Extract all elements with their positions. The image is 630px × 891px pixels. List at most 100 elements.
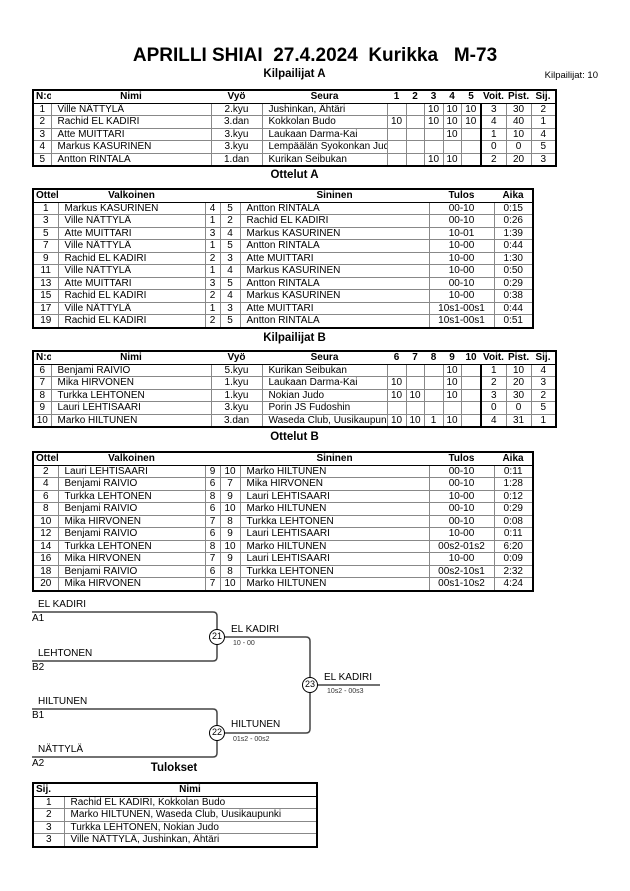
bracket-entry-seed: A1 [32,613,45,624]
column-header: Aika [494,452,533,466]
match-number: 22 [211,727,222,737]
competitor-count: Kilpailijat: 10 [544,70,598,81]
matches-b-title: Ottelut B [270,431,319,443]
match-score: 01s2 - 00s2 [233,736,270,743]
match-winner: HILTUNEN [231,719,281,730]
pool-a-title: Kilpailijat A [263,68,326,80]
table-cell: 0:51 [493,314,534,328]
table-row: 18 Benjami RAIVIO 6 8 Turkka LEHTONEN 00s2-10… [32,564,534,578]
column-header [220,189,240,203]
table-row: 14 Turkka LEHTONEN 8 10 Marko HILTUNEN 00s2-0… [32,539,534,553]
column-header: 8 [424,351,443,365]
table-cell: 4:24 [493,577,534,591]
column-header: Nimi [51,351,211,365]
column-header [220,452,240,466]
header-row: N:oNimiVyöSeura678910Voit.Pist.Sij. [33,351,556,365]
bracket-entry-name: HILTUNEN [38,696,88,707]
table-row: 17 Ville NÄTTYLÄ 1 3 Atte MUITTARI 10s1-00s1 0… [32,301,534,315]
match-23-circle [302,677,318,693]
table-row: 10 Mika HIRVONEN 7 8 Turkka LEHTONEN 00-10 0:0… [32,514,534,528]
table-row: 13 Atte MUITTARI 3 5 Antton RINTALA 00-10 0:29 [32,276,534,290]
column-header: Vyö [211,351,262,365]
column-header: 6 [387,351,406,365]
pool-b-table: N:oNimiVyöSeura678910Voit.Pist.Sij.6Benj… [32,350,557,428]
bracket-entry-seed: B2 [32,662,45,673]
match-score: 10 - 00 [233,640,255,647]
table-row: 7 Mika HIRVONEN 1.kyu Laukaan Darma-Kai 10 10… [32,376,557,390]
column-header: Sij. [33,783,64,797]
table-row: 5 Atte MUITTARI 3 4 Markus KASURINEN 10-01 1:3… [32,226,534,240]
column-header: Tulos [429,452,494,466]
final-score: 10s2 - 00s3 [327,688,364,695]
column-header: Vyö [211,90,262,104]
column-header [205,452,220,466]
column-header: 1 [387,90,406,104]
match-number: 21 [211,631,222,641]
table-cell: Kurikan Seibukan [261,152,388,167]
table-row: 3 Ville NÄTTYLÄ, Jushinkan, Ähtäri [32,833,318,847]
column-header: N:o [33,90,51,104]
table-cell: 31 [505,413,532,428]
column-header: Sij. [531,90,556,104]
column-header: 2 [406,90,424,104]
match-number: 23 [304,679,315,689]
results-table: Sij. Nimi 1 Rachid EL KADIRI, Kokkolan Budo… [32,782,318,848]
column-header: 4 [443,90,461,104]
column-header: Valkoinen [58,189,205,203]
matches-a-title: Ottelut A [270,169,319,181]
table-row: 19 Rachid EL KADIRI 2 5 Antton RINTALA 10s1-0… [32,314,534,328]
table-cell: 5 [32,152,52,167]
table-cell: 0:44 [493,239,534,253]
final-winner: EL KADIRI [324,672,372,683]
column-header: Valkoinen [58,452,205,466]
page-title: APRILLI SHIAI 27.4.2024 Kurikka M-73 [132,45,498,66]
header-row: N:oNimiVyöSeura12345Voit.Pist.Sij. [33,90,556,104]
match-winner: EL KADIRI [231,624,279,635]
table-cell: 1 [530,413,557,428]
column-header: Aika [494,189,533,203]
column-header: Ottelu [33,189,58,203]
header-row: Sij. Nimi [33,783,317,797]
table-cell: 2 [480,152,507,167]
table-row: 10 Marko HILTUNEN 3.dan Waseda Club, Uusika… [32,413,557,428]
table-row: 4 Markus KASURINEN 3.kyu Lempäälän Syokonka… [32,140,557,154]
table-cell: Marko HILTUNEN [50,413,212,428]
results-title: Tulokset [150,762,198,774]
column-header: Sininen [240,189,429,203]
table-row: 6 Benjami RAIVIO 5.kyu Kurikan Seibukan 10 1 1… [32,363,557,377]
column-header: 7 [406,351,424,365]
table-cell: 10 [442,152,462,167]
table-cell: Waseda Club, Uusikaupunki [261,413,388,428]
table-cell: 10s1-00s1 [428,314,495,328]
bracket-entry-seed: A2 [32,758,45,769]
pool-b-title: Kilpailijat B [263,332,326,344]
table-row: 11 Ville NÄTTYLÄ 1 4 Markus KASURINEN 10-00 0:… [32,264,534,278]
table-cell: 4 [480,413,507,428]
bracket-entry-name: LEHTONEN [38,648,93,659]
bracket-entry-name: EL KADIRI [38,599,86,610]
table-cell: 3 [530,152,557,167]
column-header: Seura [262,351,387,365]
column-header: 5 [461,90,481,104]
table-cell: 3.dan [210,413,263,428]
bracket-entry-seed: B1 [32,710,45,721]
table-cell: 3 [32,833,65,847]
table-row: 5 Antton RINTALA 1.dan Kurikan Seibukan 10 10… [32,152,557,167]
matches-a-table: OtteluValkoinenSininenTulosAika1Markus K… [32,188,534,329]
table-cell: 10 [386,413,407,428]
column-header: Seura [262,90,387,104]
match-22-circle [209,725,225,741]
column-header: N:o [33,351,51,365]
column-header: Sij. [531,351,556,365]
column-header: Nimi [51,90,211,104]
table-row: 15 Rachid EL KADIRI 2 4 Markus KASURINEN 10-0… [32,289,534,303]
column-header: Pist. [506,90,531,104]
column-header: 10 [461,351,481,365]
column-header: Pist. [506,351,531,365]
column-header: Sininen [240,452,429,466]
table-row: 7 Ville NÄTTYLÄ 1 5 Antton RINTALA 10-00 0:44 [32,239,534,253]
column-header: 9 [443,351,461,365]
column-header [205,189,220,203]
